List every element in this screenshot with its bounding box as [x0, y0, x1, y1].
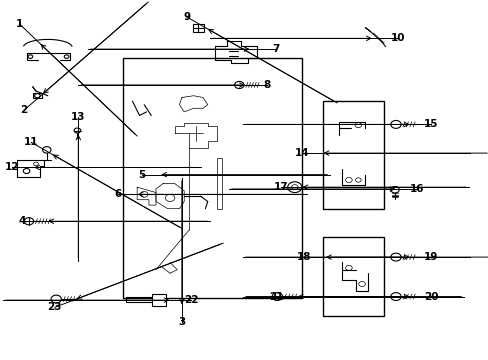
- Text: 9: 9: [183, 12, 190, 22]
- Text: 15: 15: [423, 120, 438, 129]
- Bar: [152, 294, 166, 306]
- Text: 3: 3: [178, 317, 185, 327]
- Text: 1: 1: [16, 19, 23, 29]
- Text: 8: 8: [263, 80, 270, 90]
- Text: 22: 22: [183, 295, 198, 305]
- Text: 13: 13: [71, 112, 85, 122]
- Text: 23: 23: [47, 302, 62, 312]
- Text: 4: 4: [18, 216, 25, 226]
- Text: 20: 20: [423, 292, 438, 302]
- Text: 16: 16: [409, 184, 424, 194]
- Text: 2: 2: [20, 105, 28, 115]
- Text: 18: 18: [296, 252, 311, 262]
- Text: 10: 10: [390, 33, 405, 43]
- Text: 6: 6: [115, 189, 122, 199]
- Bar: [192, 24, 204, 32]
- Text: 14: 14: [294, 148, 308, 158]
- Text: 12: 12: [5, 162, 20, 172]
- Bar: [217, 158, 222, 209]
- Text: 11: 11: [24, 138, 39, 147]
- Bar: [33, 93, 42, 98]
- Bar: [323, 237, 384, 316]
- Text: 21: 21: [268, 292, 283, 302]
- Bar: [123, 58, 301, 298]
- Text: 19: 19: [423, 252, 438, 262]
- Bar: [323, 101, 384, 209]
- Text: 7: 7: [272, 44, 279, 54]
- Text: 17: 17: [273, 182, 287, 192]
- Text: 5: 5: [138, 170, 145, 180]
